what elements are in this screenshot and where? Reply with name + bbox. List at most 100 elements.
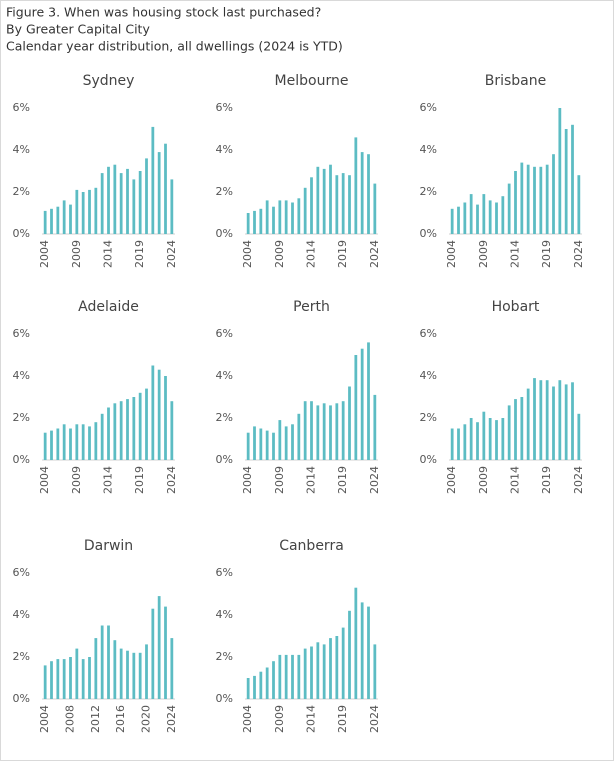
x-tick-label: 2004 — [445, 240, 458, 268]
bar — [107, 166, 110, 234]
bar — [138, 171, 142, 234]
x-tick-label: 2009 — [273, 240, 286, 268]
bar — [88, 657, 91, 699]
bar — [170, 179, 174, 234]
bar — [450, 428, 454, 460]
bar — [56, 428, 60, 460]
bar — [520, 162, 524, 234]
bar — [100, 413, 104, 460]
bar — [278, 654, 282, 699]
bar — [457, 206, 460, 234]
bar — [316, 642, 320, 699]
bar — [335, 175, 339, 234]
y-tick-label: 6% — [13, 327, 30, 340]
x-tick-label: 2008 — [64, 705, 77, 733]
bar — [164, 606, 167, 699]
bar — [545, 164, 549, 234]
bar — [552, 154, 555, 234]
x-tick-label: 2009 — [273, 705, 286, 733]
bar — [170, 638, 174, 699]
bar — [113, 640, 117, 699]
bar — [75, 648, 79, 699]
y-tick-label: 4% — [13, 608, 30, 621]
y-tick-label: 2% — [420, 411, 437, 424]
figure-subtitle: By Greater Capital City — [6, 22, 150, 37]
bar — [329, 405, 332, 460]
bar — [50, 430, 53, 460]
bar — [284, 200, 288, 234]
bar — [322, 644, 326, 699]
bar — [329, 638, 332, 699]
bar — [50, 661, 53, 699]
y-tick-label: 0% — [13, 692, 30, 705]
x-tick-label: 2014 — [305, 240, 318, 268]
y-tick-label: 2% — [216, 650, 233, 663]
bar — [50, 208, 53, 234]
bar — [564, 129, 568, 234]
bar — [272, 432, 275, 460]
bar — [495, 202, 498, 234]
bar — [259, 428, 263, 460]
bar — [265, 667, 269, 699]
bar — [360, 348, 364, 460]
bar — [335, 403, 339, 460]
chart-title: Canberra — [279, 538, 344, 554]
bar — [119, 173, 123, 234]
bar — [43, 210, 47, 234]
x-tick-label: 2009 — [477, 466, 490, 494]
bar — [119, 648, 123, 699]
x-tick-label: 2009 — [477, 240, 490, 268]
bar — [564, 384, 568, 460]
bar — [151, 365, 155, 460]
bar — [132, 652, 136, 699]
bar — [100, 173, 104, 234]
bar — [303, 648, 307, 699]
bar — [476, 422, 479, 460]
x-tick-label: 2024 — [165, 466, 178, 494]
bar — [75, 424, 79, 460]
bar — [476, 204, 479, 234]
y-tick-label: 0% — [420, 453, 437, 466]
y-tick-label: 2% — [420, 185, 437, 198]
bar — [126, 399, 129, 460]
bar — [316, 405, 320, 460]
bar — [291, 202, 294, 234]
bar — [94, 638, 98, 699]
x-tick-label: 2019 — [133, 466, 146, 494]
bar — [373, 644, 377, 699]
bar — [354, 355, 358, 460]
bar — [69, 657, 72, 699]
bar — [533, 378, 536, 460]
bar — [62, 200, 66, 234]
bar — [533, 166, 536, 234]
bar — [571, 382, 574, 460]
bar — [253, 426, 256, 460]
x-tick-label: 2019 — [540, 466, 553, 494]
chart-title: Hobart — [492, 299, 540, 315]
y-tick-label: 2% — [13, 650, 30, 663]
bar — [100, 625, 104, 699]
bar — [246, 678, 250, 699]
bar — [303, 401, 307, 460]
bar — [81, 192, 85, 234]
chart-title: Brisbane — [485, 73, 547, 89]
x-tick-label: 2014 — [509, 240, 522, 268]
x-tick-label: 2020 — [140, 705, 153, 733]
bar — [253, 675, 256, 699]
y-tick-label: 0% — [216, 227, 233, 240]
bar — [545, 380, 549, 460]
x-tick-label: 2019 — [540, 240, 553, 268]
y-tick-label: 4% — [216, 369, 233, 382]
bar — [457, 428, 460, 460]
bar — [577, 175, 581, 234]
x-tick-label: 2019 — [336, 705, 349, 733]
bar — [335, 636, 339, 699]
bar — [62, 659, 66, 699]
bar — [246, 213, 250, 234]
bar — [265, 430, 269, 460]
bar — [278, 200, 282, 234]
bar — [113, 403, 117, 460]
x-tick-label: 2014 — [509, 466, 522, 494]
bar — [341, 627, 345, 699]
bar — [145, 644, 148, 699]
